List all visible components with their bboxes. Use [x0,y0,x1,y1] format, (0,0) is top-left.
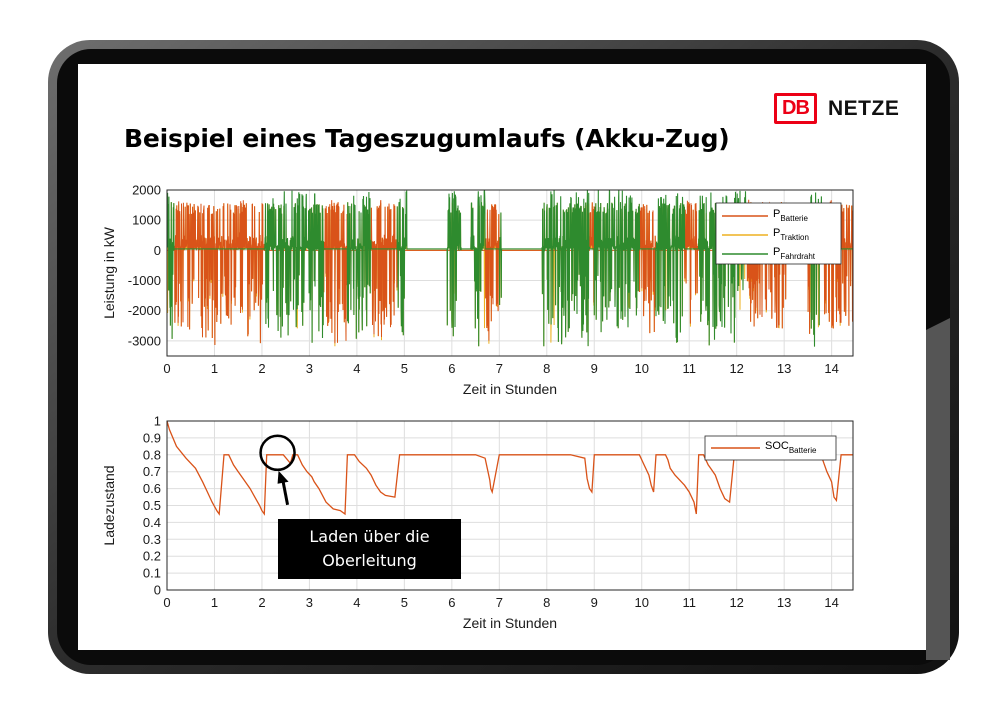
soc-ytick-label: 0.8 [143,447,161,462]
soc-legend: SOCBatterie [704,435,837,461]
series-line-p-fahrdraht [167,190,853,347]
soc-xtick-label: 5 [401,595,408,610]
callout-box: Laden über die Oberleitung [278,519,461,579]
soc-axes-frame [166,420,854,591]
slide-title: Beispiel eines Tageszugumlaufs (Akku-Zug… [124,124,730,153]
soc-ytick-label: 1 [154,414,161,429]
soc-chart: 0 1 2 3 4 5 6 7 8 9 10 11 12 13 1410.90.80.70.60.50.40… [101,414,854,631]
power-xtick-label: 5 [401,361,408,376]
soc-xtick-label: 4 [353,595,360,610]
soc-xtick-label: 10 [635,595,649,610]
soc-ytick-label: 0.4 [143,515,161,530]
power-legend: PBatterie PTraktion PFahrdraht [715,202,842,265]
callout-line2: Oberleitung [322,551,417,570]
soc-xtick-label: 7 [496,595,503,610]
power-xtick-label: 12 [729,361,743,376]
power-xtick-label: 10 [635,361,649,376]
power-xtick-label: 14 [824,361,838,376]
power-ytick-label: -1000 [128,273,161,288]
legend-label: PFahrdraht [773,246,816,261]
soc-ytick-label: 0.3 [143,532,161,547]
power-xtick-label: 3 [306,361,313,376]
soc-ytick-label: 0.5 [143,498,161,513]
soc-ytick-label: 0.9 [143,430,161,445]
power-xtick-label: 8 [543,361,550,376]
power-ytick-label: -2000 [128,303,161,318]
db-logo-text: DB [782,97,810,119]
soc-xtick-label: 0 [163,595,170,610]
soc-xtick-label: 13 [777,595,791,610]
power-xlabel: Zeit in Stunden [463,381,557,397]
soc-ytick-label: 0 [154,583,161,598]
soc-xtick-label: 1 [211,595,218,610]
soc-xtick-label: 2 [258,595,265,610]
db-logo: DB [774,93,817,124]
series-line-soc-batterie [166,420,853,516]
power-xtick-label: 4 [353,361,360,376]
power-xtick-label: 1 [211,361,218,376]
power-xtick-label: 13 [777,361,791,376]
power-ytick-label: -3000 [128,333,161,348]
power-xtick-label: 11 [682,361,696,376]
soc-xtick-label: 12 [729,595,743,610]
soc-xtick-label: 8 [543,595,550,610]
power-xtick-label: 9 [591,361,598,376]
power-chart: 0 1 2 3 4 5 6 7 8 9 10 11 12 13 14200010000-1000-2000-… [101,183,854,397]
soc-ytick-label: 0.1 [143,566,161,581]
annotation-arrow [281,478,290,506]
annotation-circle [259,434,296,472]
power-ylabel: Leistung in kW [101,226,117,319]
power-axes-frame [166,189,854,357]
soc-xtick-label: 3 [306,595,313,610]
soc-xtick-label: 11 [682,595,696,610]
annotation-arrowhead [277,470,289,484]
power-xtick-label: 0 [163,361,170,376]
soc-xtick-label: 14 [824,595,838,610]
legend-label: PBatterie [773,208,808,223]
power-xtick-label: 6 [448,361,455,376]
legend-label: SOCBatterie [765,440,817,455]
soc-xtick-label: 9 [591,595,598,610]
callout-line1: Laden über die [309,527,430,546]
power-xtick-label: 7 [496,361,503,376]
legend-label: PTraktion [773,227,809,242]
soc-ytick-label: 0.6 [143,481,161,496]
soc-ylabel: Ladezustand [101,465,117,545]
soc-xlabel: Zeit in Stunden [463,615,557,631]
power-ytick-label: 0 [154,243,161,258]
power-xtick-label: 2 [258,361,265,376]
soc-ytick-label: 0.2 [143,549,161,564]
soc-ytick-label: 0.7 [143,464,161,479]
soc-xtick-label: 6 [448,595,455,610]
power-ytick-label: 1000 [132,213,161,228]
power-ytick-label: 2000 [132,183,161,198]
netze-logo-text: NETZE [828,97,900,120]
